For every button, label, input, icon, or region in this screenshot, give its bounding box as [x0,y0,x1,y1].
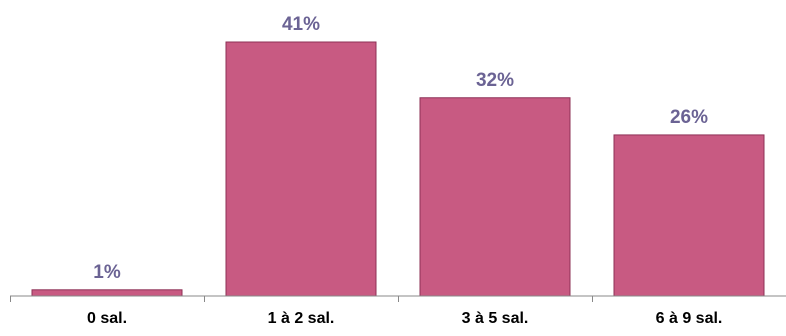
bar-0 [31,289,183,297]
bar-1 [225,41,377,297]
tick-labels-group: 0 sal. 1 à 2 sal. 3 à 5 sal. 6 à 9 sal. [87,310,722,327]
data-label-1: 41% [282,14,320,35]
data-label-0: 1% [93,262,121,283]
category-label-0: 0 sal. [87,310,127,327]
data-label-2: 32% [476,70,514,91]
bars-group [31,41,765,297]
category-label-3: 6 à 9 sal. [656,310,723,327]
category-label-1: 1 à 2 sal. [268,310,335,327]
bar-2 [419,97,571,297]
value-labels-group: 1% 41% 32% 26% [93,14,708,283]
x-axis [10,295,786,302]
category-label-2: 3 à 5 sal. [462,310,529,327]
data-label-3: 26% [670,107,708,128]
bar-3 [613,134,765,297]
